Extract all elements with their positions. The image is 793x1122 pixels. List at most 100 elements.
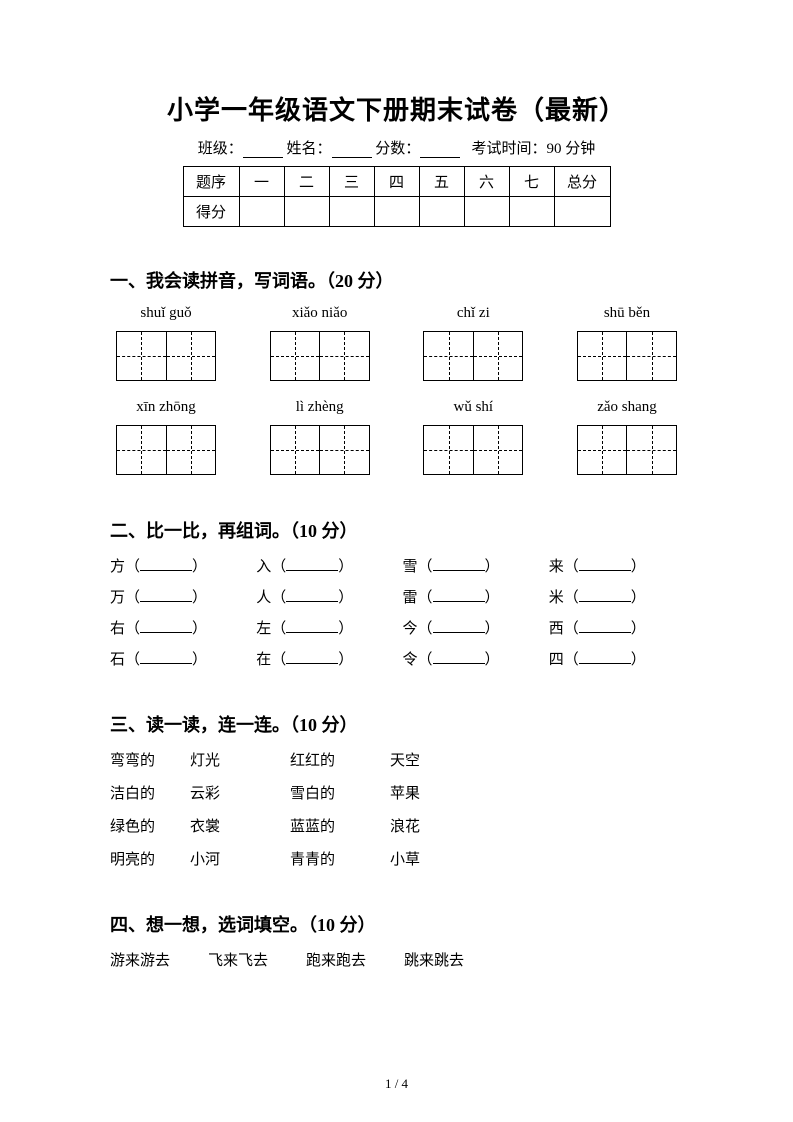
fill-blank[interactable] — [286, 619, 338, 633]
score-table: 题序 一 二 三 四 五 六 七 总分 得分 — [183, 166, 611, 227]
col-7: 七 — [509, 167, 554, 197]
q3-cell: 苹果 — [390, 782, 490, 803]
score-cell[interactable] — [284, 197, 329, 227]
char-box[interactable] — [270, 331, 370, 381]
score-cell[interactable] — [239, 197, 284, 227]
q3-cell: 青青的 — [290, 848, 390, 869]
q2-item: 雪（） — [403, 555, 537, 576]
pinyin: zǎo shang — [577, 399, 677, 417]
q3-cell: 浪花 — [390, 815, 490, 836]
fill-blank[interactable] — [579, 557, 631, 571]
score-cell[interactable] — [419, 197, 464, 227]
q2-item: 令（） — [403, 648, 537, 669]
q3-cell: 蓝蓝的 — [290, 815, 390, 836]
fill-blank[interactable] — [286, 650, 338, 664]
score-cell[interactable] — [374, 197, 419, 227]
header-label: 题序 — [183, 167, 239, 197]
class-blank[interactable] — [243, 143, 283, 158]
name-label: 姓名： — [286, 141, 331, 157]
q2-item: 今（） — [403, 617, 537, 638]
char-box[interactable] — [577, 331, 677, 381]
q3-cell: 小河 — [190, 848, 290, 869]
score-cell[interactable] — [554, 197, 610, 227]
char-box[interactable] — [116, 425, 216, 475]
col-6: 六 — [464, 167, 509, 197]
q3-cell: 弯弯的 — [110, 749, 190, 770]
fill-blank[interactable] — [140, 619, 192, 633]
q2-item: 方（） — [110, 555, 244, 576]
pinyin: shuǐ guǒ — [116, 305, 216, 323]
q4-option: 游来游去 — [110, 949, 170, 970]
section2-title: 二、比一比，再组词。（10 分） — [110, 517, 683, 543]
pinyin: shū běn — [577, 305, 677, 323]
q2-item: 左（） — [256, 617, 390, 638]
q3-cell: 洁白的 — [110, 782, 190, 803]
q2-item: 西（） — [549, 617, 683, 638]
section1-title: 一、我会读拼音，写词语。（20 分） — [110, 267, 683, 293]
char-box[interactable] — [423, 331, 523, 381]
q2-item: 万（） — [110, 586, 244, 607]
col-total: 总分 — [554, 167, 610, 197]
pinyin: lì zhèng — [270, 399, 370, 417]
col-4: 四 — [374, 167, 419, 197]
q3-cell: 云彩 — [190, 782, 290, 803]
q2-item: 雷（） — [403, 586, 537, 607]
q3-cell: 绿色的 — [110, 815, 190, 836]
q2-item: 人（） — [256, 586, 390, 607]
score-blank[interactable] — [420, 143, 460, 158]
exam-title: 小学一年级语文下册期末试卷（最新） — [110, 90, 683, 127]
pinyin: chǐ zi — [423, 305, 523, 323]
q3-cell: 雪白的 — [290, 782, 390, 803]
q3-cell: 小草 — [390, 848, 490, 869]
fill-blank[interactable] — [433, 650, 485, 664]
name-blank[interactable] — [332, 143, 372, 158]
fill-blank[interactable] — [140, 588, 192, 602]
col-5: 五 — [419, 167, 464, 197]
score-label: 分数： — [375, 141, 420, 157]
score-cell[interactable] — [509, 197, 554, 227]
score-value-row: 得分 — [183, 197, 610, 227]
char-boxes-row2 — [110, 425, 683, 475]
fill-blank[interactable] — [433, 588, 485, 602]
fill-blank[interactable] — [286, 588, 338, 602]
q2-item: 右（） — [110, 617, 244, 638]
pinyin: xiǎo niǎo — [270, 305, 370, 323]
pinyin-labels-row2: xīn zhōng lì zhèng wǔ shí zǎo shang — [110, 399, 683, 421]
q2-item: 来（） — [549, 555, 683, 576]
score-row-label: 得分 — [183, 197, 239, 227]
col-1: 一 — [239, 167, 284, 197]
pinyin: wǔ shí — [423, 399, 523, 417]
q2-item: 入（） — [256, 555, 390, 576]
exam-page: 小学一年级语文下册期末试卷（最新） 班级： 姓名： 分数： 考试时间：90 分钟… — [0, 0, 793, 1122]
score-cell[interactable] — [329, 197, 374, 227]
char-box[interactable] — [423, 425, 523, 475]
q3-grid: 弯弯的 灯光 红红的 天空 洁白的 云彩 雪白的 苹果 绿色的 衣裳 蓝蓝的 浪… — [110, 749, 683, 869]
fill-blank[interactable] — [579, 588, 631, 602]
section3-title: 三、读一读，连一连。（10 分） — [110, 711, 683, 737]
q2-item: 四（） — [549, 648, 683, 669]
fill-blank[interactable] — [579, 619, 631, 633]
fill-blank[interactable] — [433, 557, 485, 571]
q4-option: 飞来飞去 — [208, 949, 268, 970]
fill-blank[interactable] — [433, 619, 485, 633]
q3-cell: 红红的 — [290, 749, 390, 770]
char-box[interactable] — [270, 425, 370, 475]
q2-item: 石（） — [110, 648, 244, 669]
fill-blank[interactable] — [140, 557, 192, 571]
score-cell[interactable] — [464, 197, 509, 227]
q2-item: 在（） — [256, 648, 390, 669]
time-label: 考试时间：90 分钟 — [472, 141, 596, 157]
fill-blank[interactable] — [140, 650, 192, 664]
char-boxes-row1 — [110, 331, 683, 381]
info-line: 班级： 姓名： 分数： 考试时间：90 分钟 — [110, 137, 683, 158]
page-number: 1 / 4 — [0, 1076, 793, 1092]
q2-item: 米（） — [549, 586, 683, 607]
q4-option: 跳来跳去 — [404, 949, 464, 970]
section4-title: 四、想一想，选词填空。（10 分） — [110, 911, 683, 937]
q3-cell: 明亮的 — [110, 848, 190, 869]
q3-cell: 天空 — [390, 749, 490, 770]
char-box[interactable] — [577, 425, 677, 475]
fill-blank[interactable] — [579, 650, 631, 664]
char-box[interactable] — [116, 331, 216, 381]
fill-blank[interactable] — [286, 557, 338, 571]
